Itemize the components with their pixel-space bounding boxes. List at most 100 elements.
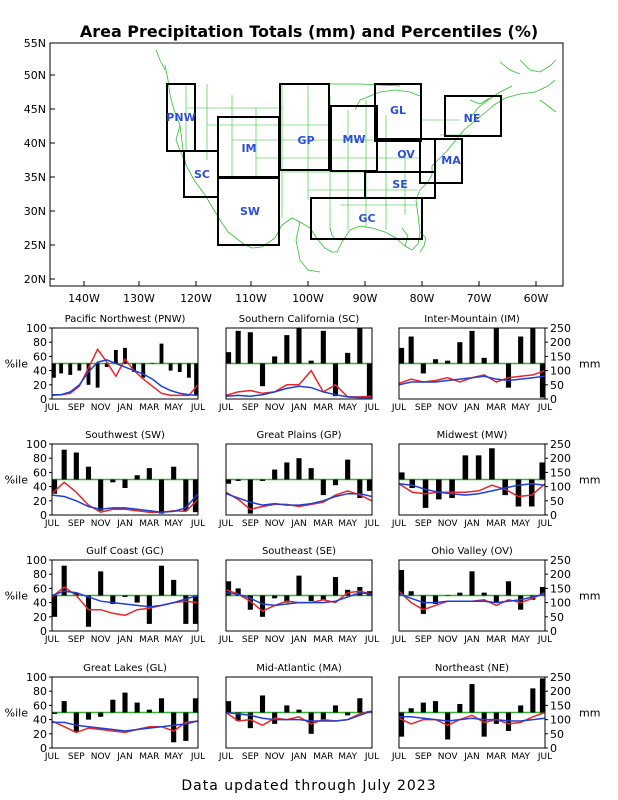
percentile-bar bbox=[481, 592, 487, 596]
percentile-bar bbox=[73, 712, 79, 733]
percentile-bar bbox=[259, 695, 266, 713]
month-label: JAN bbox=[463, 752, 479, 762]
region-label-se: SE bbox=[392, 178, 407, 191]
percentile-bar bbox=[357, 479, 363, 498]
right-tick-label: 0 bbox=[550, 509, 557, 522]
percentile-bar bbox=[366, 363, 372, 397]
left-tick-label: 100 bbox=[26, 671, 47, 684]
mm-axis-label: mm bbox=[579, 358, 600, 371]
month-label: JAN bbox=[116, 403, 132, 413]
series-line-red bbox=[398, 711, 546, 727]
map-lat-label: 35N bbox=[24, 171, 46, 184]
percentile-bar bbox=[296, 709, 302, 713]
left-tick-label: 20 bbox=[33, 379, 47, 392]
panel-title: Inter-Mountain (IM) bbox=[424, 314, 520, 325]
month-label: SEP bbox=[68, 403, 85, 413]
region-label-pnw: PNW bbox=[166, 111, 195, 124]
percentile-bar bbox=[141, 363, 146, 378]
percentile-bar bbox=[226, 479, 232, 484]
month-label: SEP bbox=[415, 403, 432, 413]
month-label: JUL bbox=[44, 752, 59, 762]
month-label: JUL bbox=[537, 519, 552, 529]
percentile-bar bbox=[284, 462, 290, 480]
map-lat-label: 30N bbox=[24, 205, 46, 218]
percentile-bar bbox=[259, 479, 266, 481]
percentile-bar bbox=[122, 692, 128, 713]
map-lat-label: 25N bbox=[24, 239, 46, 252]
month-label: JUL bbox=[190, 752, 205, 762]
percentile-bar bbox=[146, 709, 152, 713]
left-tick-label: 60 bbox=[33, 582, 47, 595]
percentile-bar bbox=[235, 712, 241, 722]
percentile-bar bbox=[194, 363, 198, 395]
percentile-bar bbox=[445, 360, 451, 364]
percentile-bar bbox=[436, 479, 442, 500]
month-label: JAN bbox=[116, 752, 132, 762]
month-label: JUL bbox=[364, 403, 379, 413]
percentile-bar bbox=[409, 479, 416, 489]
left-tick-label: 100 bbox=[26, 322, 47, 335]
percentile-bar bbox=[192, 595, 198, 624]
right-tick-label: 200 bbox=[550, 568, 571, 581]
month-label: MAY bbox=[338, 752, 357, 762]
percentile-bar bbox=[52, 363, 56, 378]
percentile-bar bbox=[518, 336, 524, 364]
percentile-bar bbox=[457, 342, 463, 364]
month-label: SEP bbox=[415, 635, 432, 645]
month-label: JUL bbox=[190, 519, 205, 529]
panel-border bbox=[225, 559, 373, 632]
percentile-bar bbox=[320, 595, 326, 600]
percentile-bar bbox=[85, 712, 92, 720]
mm-axis-label: mm bbox=[579, 474, 600, 487]
series-line-blue bbox=[51, 493, 199, 513]
month-label: SEP bbox=[68, 635, 85, 645]
month-label: JUL bbox=[391, 752, 406, 762]
series-line-blue bbox=[398, 593, 546, 604]
month-label: NOV bbox=[438, 519, 459, 529]
percentile-bar bbox=[284, 705, 290, 713]
month-label: JUL bbox=[364, 635, 379, 645]
percentile-axis-label: %ile bbox=[5, 358, 29, 371]
month-label: JAN bbox=[290, 635, 306, 645]
month-label: JUL bbox=[190, 635, 205, 645]
map-lat-label: 45N bbox=[24, 103, 46, 116]
percentile-bar bbox=[320, 479, 326, 496]
percentile-bar bbox=[61, 449, 67, 480]
percentile-bar bbox=[159, 343, 164, 364]
series-line-blue bbox=[52, 720, 199, 732]
percentile-bar bbox=[235, 330, 241, 364]
percentile-bar bbox=[284, 335, 290, 364]
month-label: MAR bbox=[486, 519, 506, 529]
right-tick-label: 100 bbox=[550, 597, 571, 610]
percentile-bar bbox=[296, 575, 302, 596]
right-tick-label: 50 bbox=[550, 728, 564, 741]
figure-title: Area Precipitation Totals (mm) and Perce… bbox=[80, 22, 538, 41]
map-lon-label: 60W bbox=[524, 292, 549, 305]
month-label: MAR bbox=[139, 635, 159, 645]
month-label: JUL bbox=[44, 519, 59, 529]
region-label-im: IM bbox=[241, 142, 256, 155]
map-lat-label: 20N bbox=[24, 273, 46, 286]
right-tick-label: 50 bbox=[550, 379, 564, 392]
right-tick-label: 250 bbox=[550, 671, 571, 684]
percentile-bar bbox=[259, 363, 266, 387]
month-label: SEP bbox=[68, 752, 85, 762]
percentile-bar bbox=[104, 363, 109, 368]
right-tick-label: 250 bbox=[550, 438, 571, 451]
right-tick-label: 100 bbox=[550, 714, 571, 727]
right-tick-label: 100 bbox=[550, 365, 571, 378]
percentile-bar bbox=[530, 328, 536, 364]
percentile-bar bbox=[171, 579, 177, 596]
month-label: JUL bbox=[391, 635, 406, 645]
series-line-red bbox=[398, 483, 546, 498]
map-lon-label: 120W bbox=[180, 292, 212, 305]
region-label-sw: SW bbox=[240, 205, 260, 218]
month-label: SEP bbox=[415, 752, 432, 762]
month-label: MAY bbox=[164, 519, 183, 529]
month-label: MAR bbox=[486, 752, 506, 762]
percentile-bar bbox=[469, 571, 475, 596]
percentile-axis-label: %ile bbox=[5, 474, 29, 487]
percentile-bar bbox=[146, 468, 152, 480]
